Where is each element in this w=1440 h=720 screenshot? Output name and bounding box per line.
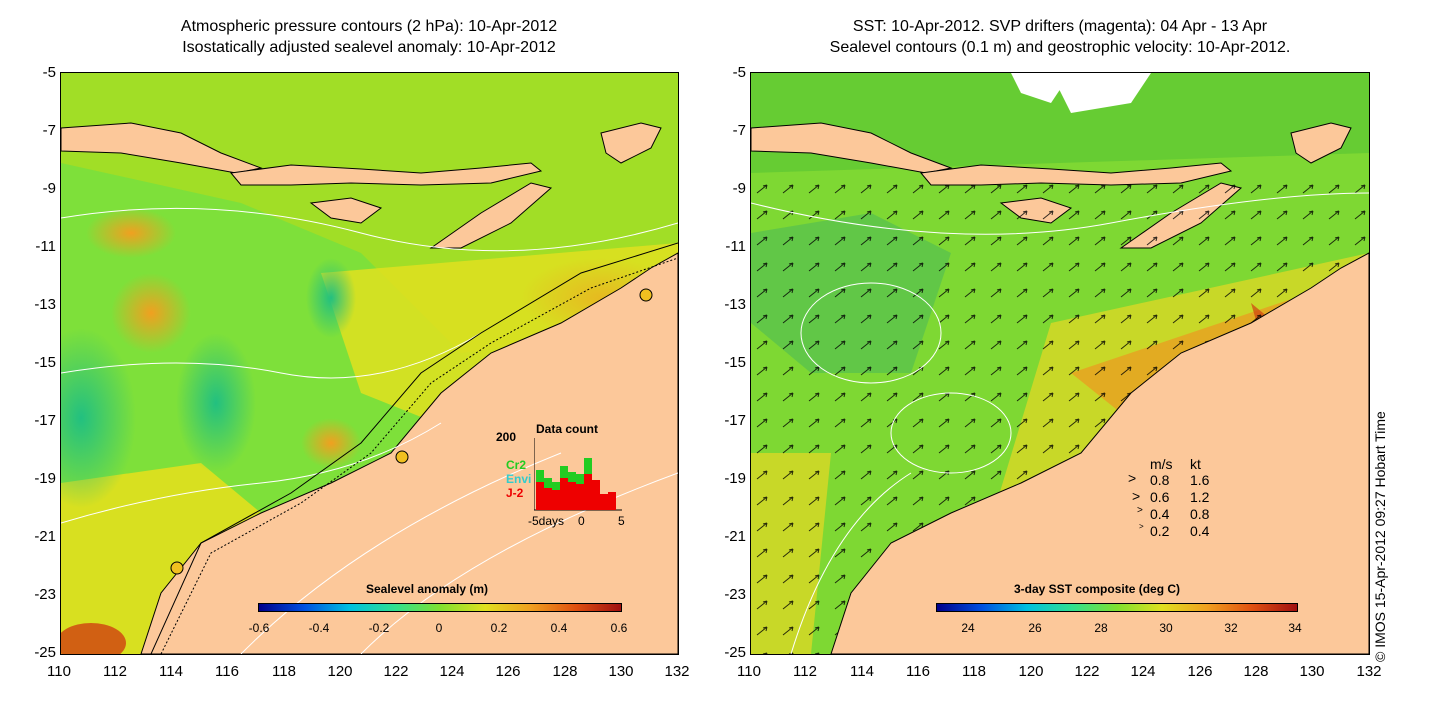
left-y-tick: -7 (42, 122, 56, 139)
right-x-tick: 126 (1187, 663, 1213, 680)
left-title: Atmospheric pressure contours (2 hPa): 1… (60, 16, 678, 58)
right-cbar-tick: 32 (1224, 621, 1238, 635)
legend-cr2: Cr2 (506, 458, 527, 472)
histogram-x-left: -5days (528, 514, 565, 528)
left-x-tick: 110 (47, 663, 71, 680)
right-y-tick: -7 (732, 122, 746, 139)
histogram-x-mid: 0 (578, 514, 585, 528)
left-cbar-tick: -0.4 (308, 621, 330, 635)
left-map-graphic (61, 73, 678, 654)
right-cbar-tick: 24 (961, 621, 975, 635)
legend-kt-0: 1.6 (1190, 472, 1210, 488)
left-x-tick: 132 (664, 663, 690, 680)
legend-header-kt: kt (1190, 456, 1201, 472)
left-title-line2: Isostatically adjusted sealevel anomaly:… (182, 39, 556, 56)
right-y-tick: -21 (724, 528, 746, 545)
left-y-tick: -25 (34, 644, 56, 661)
left-cbar-tick: -0.6 (248, 621, 270, 635)
legend-kt-2: 0.8 (1190, 506, 1210, 522)
right-y-tick: -5 (732, 64, 746, 81)
left-y-tick: -11 (35, 238, 56, 255)
left-x-tick: 114 (159, 663, 183, 680)
left-y-tick: -23 (34, 586, 56, 603)
right-x-tick: 128 (1243, 663, 1269, 680)
right-x-tick: 132 (1356, 663, 1382, 680)
right-x-tick: 118 (962, 663, 986, 680)
left-colorbar-title: Sealevel anomaly (m) (366, 582, 489, 596)
left-y-tick: -21 (34, 528, 56, 545)
histogram-bars (534, 438, 622, 511)
left-colorbar (258, 603, 622, 612)
right-x-tick: 110 (737, 663, 761, 680)
legend-arrow-icon: > (1128, 470, 1137, 486)
histogram-title: Data count (536, 422, 599, 436)
imos-timestamp-label: © IMOS 15-Apr-2012 09:27 Hobart Time (1372, 411, 1388, 662)
left-y-tick: -17 (34, 412, 56, 429)
histogram-x-right: 5 (618, 514, 625, 528)
left-cbar-tick: 0 (435, 621, 443, 635)
right-cbar-tick: 28 (1094, 621, 1108, 635)
left-x-tick: 124 (439, 663, 465, 680)
right-x-tick: 124 (1130, 663, 1156, 680)
left-x-tick: 112 (103, 663, 127, 680)
right-cbar-tick: 26 (1028, 621, 1042, 635)
left-cbar-tick: 0.2 (490, 621, 508, 635)
legend-header-ms: m/s (1150, 456, 1173, 472)
right-title-line1: SST: 10-Apr-2012. SVP drifters (magenta)… (852, 18, 1268, 35)
right-x-tick: 112 (793, 663, 817, 680)
left-x-tick: 126 (495, 663, 521, 680)
left-cbar-tick: -0.2 (368, 621, 390, 635)
right-cbar-tick: 34 (1288, 621, 1302, 635)
left-y-tick: -15 (34, 354, 56, 371)
right-x-tick: 120 (1018, 663, 1044, 680)
left-y-tick: -13 (34, 296, 56, 313)
left-y-tick: -9 (42, 180, 56, 197)
right-y-tick: -25 (724, 644, 746, 661)
right-y-tick: -17 (724, 412, 746, 429)
legend-envi: Envi (506, 472, 532, 486)
legend-arrow-icon: > (1132, 488, 1141, 504)
right-y-tick: -19 (724, 470, 746, 487)
right-cbar-tick: 30 (1159, 621, 1173, 635)
legend-kt-3: 0.4 (1190, 523, 1210, 539)
right-y-tick: -9 (732, 180, 746, 197)
left-x-tick: 116 (215, 663, 239, 680)
right-y-tick: -11 (725, 238, 746, 255)
left-x-tick: 130 (608, 663, 634, 680)
right-x-tick: 122 (1074, 663, 1100, 680)
legend-arrow-icon: > (1139, 522, 1144, 531)
left-x-tick: 118 (272, 663, 296, 680)
legend-ms-0: 0.8 (1150, 472, 1170, 488)
left-y-tick: -19 (34, 470, 56, 487)
right-colorbar-title: 3-day SST composite (deg C) (1014, 582, 1181, 596)
left-x-tick: 120 (327, 663, 353, 680)
right-title: SST: 10-Apr-2012. SVP drifters (magenta)… (750, 16, 1370, 58)
right-y-tick: -23 (724, 586, 746, 603)
right-x-tick: 114 (850, 663, 874, 680)
legend-ms-3: 0.2 (1150, 523, 1170, 539)
legend-arrow-icon: > (1137, 505, 1143, 516)
right-map (750, 72, 1370, 655)
left-y-tick: -5 (42, 64, 56, 81)
right-y-tick: -13 (724, 296, 746, 313)
left-x-tick: 128 (552, 663, 578, 680)
legend-ms-2: 0.4 (1150, 506, 1170, 522)
right-x-tick: 116 (906, 663, 930, 680)
left-x-tick: 122 (383, 663, 409, 680)
right-x-tick: 130 (1299, 663, 1325, 680)
legend-j2: J-2 (506, 486, 524, 500)
left-map (60, 72, 679, 655)
right-map-graphic (751, 73, 1369, 654)
right-title-line2: Sealevel contours (0.1 m) and geostrophi… (829, 39, 1291, 56)
left-cbar-tick: 0.4 (550, 621, 568, 635)
right-colorbar (936, 603, 1298, 612)
legend-kt-1: 1.2 (1190, 489, 1210, 505)
histogram-ymax: 200 (496, 430, 517, 444)
legend-ms-1: 0.6 (1150, 489, 1170, 505)
right-y-tick: -15 (724, 354, 746, 371)
left-cbar-tick: 0.6 (610, 621, 628, 635)
left-title-line1: Atmospheric pressure contours (2 hPa): 1… (180, 18, 558, 35)
